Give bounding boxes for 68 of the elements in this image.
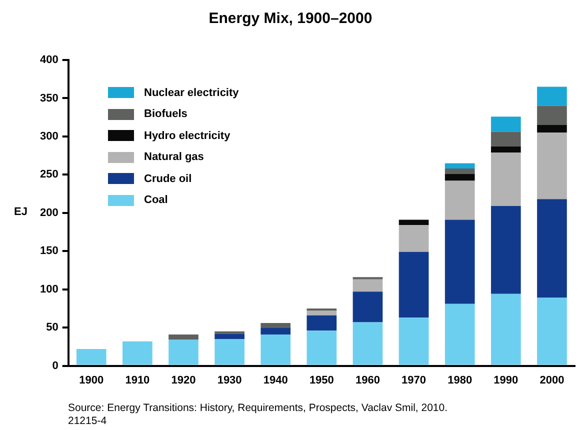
bar <box>306 330 337 365</box>
bar <box>398 318 429 365</box>
bar <box>537 132 567 200</box>
bar <box>490 146 521 153</box>
text: 21215-4 <box>68 415 108 428</box>
x-tick-label: 2000 <box>540 374 564 386</box>
bar <box>490 116 521 132</box>
bar <box>444 168 475 174</box>
y-tick-label: 350 <box>40 92 58 104</box>
bar <box>444 220 475 304</box>
bar <box>398 225 429 252</box>
x-tick-label: 1930 <box>217 374 242 386</box>
y-tick-label: 250 <box>40 168 58 181</box>
bar <box>168 340 198 365</box>
bar <box>490 294 521 365</box>
legend-label: Hydro electricity <box>144 130 230 142</box>
bar <box>398 220 429 226</box>
bar <box>490 206 521 294</box>
x-tick-label: 1960 <box>355 374 380 386</box>
legend-label: Nuclear electricity <box>144 86 239 99</box>
bar <box>168 334 198 340</box>
y-tick-label: 300 <box>40 130 58 142</box>
bar <box>444 180 475 220</box>
bar <box>306 308 337 311</box>
bar <box>444 174 475 181</box>
bar <box>260 322 291 328</box>
bar <box>352 322 383 365</box>
bar <box>490 152 521 206</box>
bar <box>490 132 521 146</box>
x-tick-label: 1910 <box>125 374 150 386</box>
bar <box>537 199 567 298</box>
legend-label: Crude oil <box>144 172 192 185</box>
bar <box>306 315 337 331</box>
bar <box>260 334 291 365</box>
bar <box>537 106 567 125</box>
y-tick-label: 150 <box>40 245 58 258</box>
bar <box>398 252 429 318</box>
x-tick-label: 1980 <box>448 374 472 386</box>
legend-label: Coal <box>144 194 168 206</box>
y-tick-label: 100 <box>40 283 58 296</box>
y-tick-label: 50 <box>46 322 58 334</box>
bar <box>444 304 475 365</box>
bar <box>214 339 244 365</box>
bar <box>352 279 383 292</box>
bar <box>122 341 152 365</box>
bar <box>444 163 475 169</box>
y-tick-label: 400 <box>40 54 58 66</box>
bar <box>260 328 291 334</box>
bar <box>214 334 244 340</box>
bar <box>537 86 567 106</box>
legend-label: Natural gas <box>144 151 204 164</box>
source-note: Source: Energy Transitions: History, Requirements, Prospects, Vaclav Smil, 2010. <box>68 402 448 415</box>
chart-title: Energy Mix, 1900–2000 <box>208 10 374 27</box>
bar <box>537 298 567 365</box>
bar <box>76 348 106 365</box>
y-tick-label: 200 <box>40 206 58 219</box>
legend-label: Biofuels <box>144 108 188 120</box>
bar <box>352 292 383 322</box>
bar <box>537 124 567 133</box>
y-axis-title: EJ <box>14 206 28 218</box>
bar <box>306 310 337 316</box>
y-tick-label: 0 <box>52 360 58 372</box>
x-tick-label: 1970 <box>402 374 426 386</box>
x-tick-label: 1920 <box>171 374 196 386</box>
x-tick-label: 1950 <box>309 374 334 386</box>
x-tick-label: 1940 <box>263 374 288 386</box>
x-tick-label: 1990 <box>494 374 518 386</box>
x-tick-label: 1900 <box>79 374 104 386</box>
